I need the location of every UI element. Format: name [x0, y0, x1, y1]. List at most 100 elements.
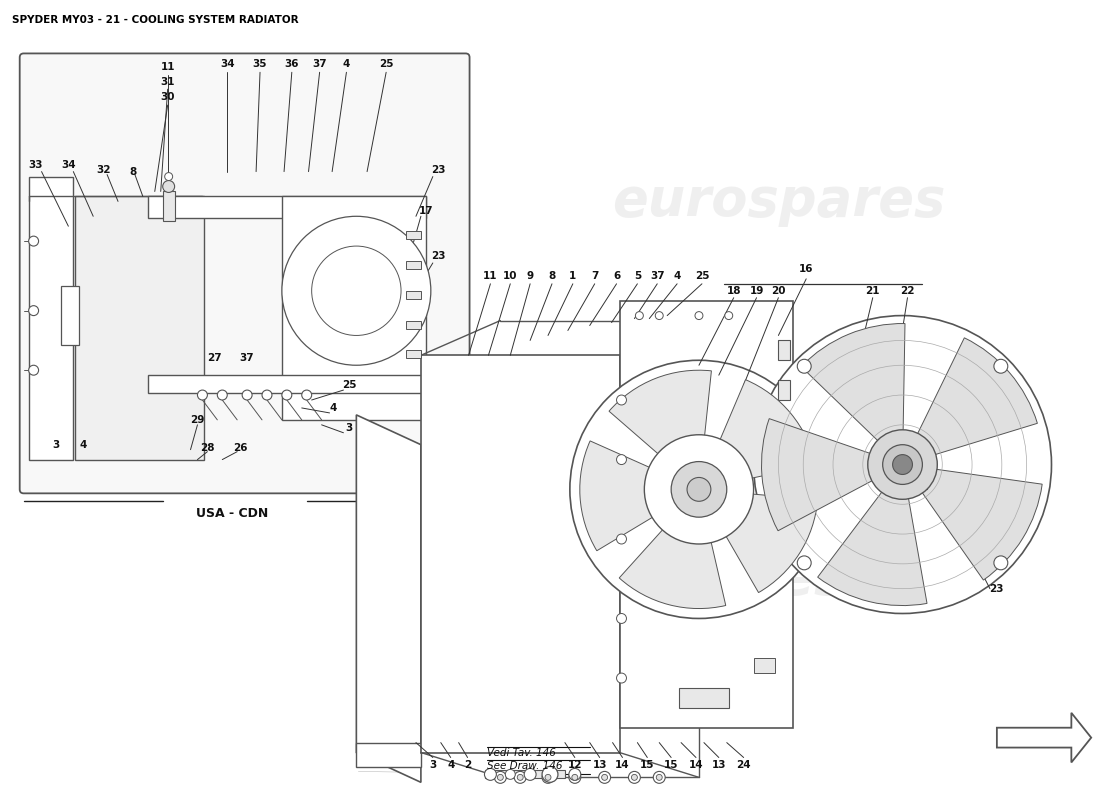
Text: 9: 9: [527, 271, 534, 281]
Circle shape: [544, 774, 551, 780]
Text: 27: 27: [207, 354, 222, 363]
Text: 8: 8: [130, 166, 136, 177]
Bar: [62, 286, 79, 346]
Wedge shape: [902, 338, 1037, 465]
Circle shape: [671, 462, 727, 517]
Text: 32: 32: [96, 165, 110, 174]
Text: 34: 34: [220, 59, 234, 70]
Circle shape: [311, 246, 402, 335]
Circle shape: [517, 774, 524, 780]
Circle shape: [798, 556, 811, 570]
Circle shape: [570, 360, 828, 618]
Circle shape: [688, 478, 711, 502]
Bar: [779, 380, 790, 400]
Text: 4: 4: [79, 440, 87, 450]
Wedge shape: [609, 370, 712, 490]
Text: 22: 22: [900, 286, 915, 296]
Bar: [356, 742, 421, 767]
Text: eurospares: eurospares: [116, 285, 449, 337]
Text: 25: 25: [342, 380, 356, 390]
Circle shape: [262, 390, 272, 400]
Circle shape: [29, 236, 38, 246]
Text: 1: 1: [569, 271, 576, 281]
Text: 4: 4: [673, 271, 681, 281]
Text: 13: 13: [593, 761, 607, 770]
Text: 37: 37: [650, 271, 664, 281]
Text: 4: 4: [343, 59, 350, 70]
Bar: [29, 177, 74, 459]
Text: eurospares: eurospares: [612, 175, 945, 227]
Text: 33: 33: [29, 160, 43, 170]
Text: 25: 25: [378, 59, 394, 70]
Circle shape: [631, 774, 637, 780]
Text: 2: 2: [464, 761, 471, 770]
Bar: [779, 420, 790, 440]
Bar: [485, 770, 565, 778]
Wedge shape: [902, 465, 1042, 580]
Text: 24: 24: [736, 761, 751, 770]
Wedge shape: [698, 490, 817, 593]
Circle shape: [868, 430, 937, 499]
Circle shape: [572, 774, 578, 780]
Wedge shape: [698, 380, 815, 490]
Circle shape: [628, 771, 640, 783]
Circle shape: [616, 673, 627, 683]
Polygon shape: [356, 415, 421, 782]
Circle shape: [994, 359, 1008, 373]
Text: 19: 19: [749, 286, 763, 296]
Circle shape: [616, 454, 627, 465]
Bar: [147, 375, 426, 393]
Circle shape: [505, 770, 515, 779]
Circle shape: [497, 774, 504, 780]
Bar: [406, 231, 421, 239]
Bar: [406, 321, 421, 329]
Text: 25: 25: [695, 271, 710, 281]
Circle shape: [725, 312, 733, 319]
Bar: [679, 688, 728, 708]
Circle shape: [653, 771, 666, 783]
Circle shape: [542, 771, 554, 783]
Circle shape: [994, 556, 1008, 570]
Circle shape: [242, 390, 252, 400]
Text: 14: 14: [689, 761, 703, 770]
Bar: [779, 341, 790, 360]
Text: See Draw. 146: See Draw. 146: [487, 762, 563, 771]
Circle shape: [163, 181, 175, 193]
Circle shape: [636, 312, 644, 319]
Bar: [421, 355, 619, 753]
Text: 29: 29: [190, 415, 205, 425]
Circle shape: [754, 315, 1052, 614]
Text: 11: 11: [161, 62, 175, 72]
Text: 3: 3: [52, 440, 59, 450]
Text: 31: 31: [161, 78, 175, 87]
Text: SPYDER MY03 - 21 - COOLING SYSTEM RADIATOR: SPYDER MY03 - 21 - COOLING SYSTEM RADIAT…: [12, 14, 298, 25]
FancyBboxPatch shape: [20, 54, 470, 494]
Circle shape: [798, 359, 811, 373]
Bar: [619, 301, 793, 728]
Bar: [406, 350, 421, 358]
Bar: [75, 197, 205, 459]
Text: 4: 4: [447, 761, 454, 770]
Text: USA - CDN: USA - CDN: [196, 507, 268, 520]
Bar: [754, 658, 776, 673]
Bar: [406, 261, 421, 269]
Circle shape: [484, 769, 496, 780]
Circle shape: [282, 216, 431, 366]
Text: 37: 37: [312, 59, 327, 70]
Circle shape: [892, 454, 913, 474]
Text: 28: 28: [200, 442, 214, 453]
Text: 21: 21: [866, 286, 880, 296]
Circle shape: [598, 771, 611, 783]
Text: 14: 14: [615, 761, 630, 770]
Circle shape: [616, 395, 627, 405]
Text: 15: 15: [664, 761, 679, 770]
Text: 35: 35: [253, 59, 267, 70]
Polygon shape: [997, 713, 1091, 762]
Circle shape: [695, 312, 703, 319]
Text: 6: 6: [613, 271, 620, 281]
Wedge shape: [801, 323, 905, 465]
Bar: [878, 440, 927, 490]
Wedge shape: [619, 490, 726, 609]
Text: 37: 37: [240, 354, 254, 363]
Text: 30: 30: [161, 92, 175, 102]
